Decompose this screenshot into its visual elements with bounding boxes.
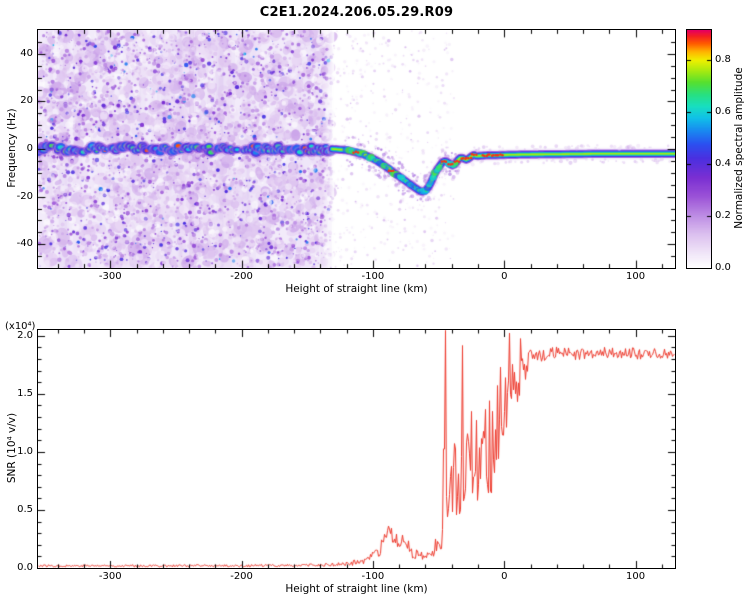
spec-x-tick-label: -100 — [361, 271, 385, 282]
spec-x-tick-label: 0 — [501, 271, 508, 282]
spec-x-tick-label: -200 — [230, 271, 253, 282]
snr-x-tick-label: -100 — [361, 571, 385, 582]
snr-y-scale-note: (x10⁴) — [5, 321, 36, 332]
colorbar-gradient-canvas — [687, 30, 711, 268]
spec-y-tick-label: 20 — [20, 95, 33, 107]
colorbar-tick-label: 0.4 — [715, 157, 731, 169]
snr-y-tick-label: 0.5 — [17, 503, 33, 515]
spec-x-tick-label: -300 — [98, 271, 122, 282]
spectrogram-y-axis-label: Frequency (Hz) — [6, 108, 18, 188]
spec-y-tick-label: -40 — [16, 238, 33, 250]
spectrogram-panel — [37, 29, 676, 269]
snr-y-tick-label: 1.5 — [17, 387, 33, 399]
colorbar-tick-label: 0.8 — [715, 53, 731, 65]
spec-x-tick-label: 100 — [626, 271, 646, 282]
colorbar-panel — [686, 29, 712, 269]
spec-y-tick-label: -20 — [16, 190, 33, 202]
snr-line-canvas — [38, 330, 675, 568]
colorbar-tick-label: 0.0 — [715, 262, 731, 273]
snr-x-tick-label: -300 — [98, 571, 122, 582]
chart-title: C2E1.2024.206.05.29.R09 — [259, 5, 454, 20]
snr-y-tick-label: 0.0 — [17, 562, 33, 573]
spec-y-tick-label: 0 — [26, 143, 33, 154]
snr-panel — [37, 329, 676, 569]
snr-y-tick-label: 2.0 — [17, 329, 33, 341]
snr-x-tick-label: 0 — [501, 571, 508, 582]
snr-x-tick-label: -200 — [230, 571, 253, 582]
colorbar-tick-label: 0.6 — [715, 105, 731, 117]
snr-y-tick-label: 1.0 — [17, 445, 33, 457]
snr-x-axis-label: Height of straight line (km) — [285, 583, 428, 595]
spectrogram-heatmap-canvas — [38, 30, 675, 268]
colorbar-tick-label: 0.2 — [715, 209, 731, 221]
spec-y-tick-label: 40 — [20, 47, 33, 59]
colorbar-axis-label: Normalized spectral amplitude — [733, 67, 745, 229]
spectrogram-x-axis-label: Height of straight line (km) — [285, 283, 428, 295]
snr-x-tick-label: 100 — [626, 571, 646, 582]
